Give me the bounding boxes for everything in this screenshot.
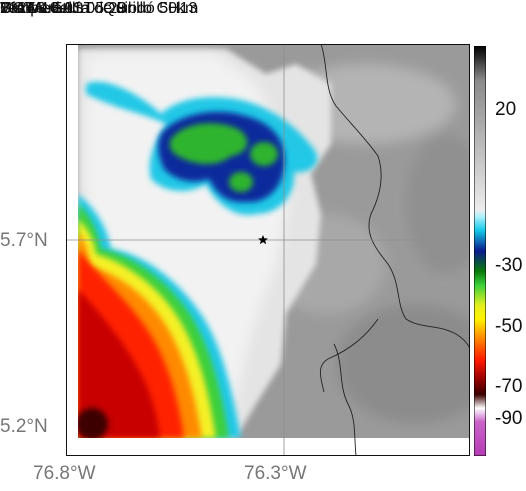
colorbar-label: 20 — [495, 99, 517, 120]
lat-tick-label: 5.7°N — [0, 230, 48, 251]
satellite-title: GOES-EAST — [0, 0, 94, 17]
brightness-temperature-map[interactable] — [66, 44, 470, 456]
colorbar-label: -70 — [495, 376, 523, 397]
lat-tick-label: 5.2°N — [0, 416, 48, 437]
map-frame — [66, 44, 470, 456]
no-data-bottom — [66, 438, 470, 456]
cloud-green-core-1 — [169, 123, 248, 164]
department-border-2 — [319, 318, 379, 393]
datetime-label: 2024-10-01 05:29 — [0, 0, 127, 17]
colorbar-label: -30 — [495, 255, 523, 276]
lon-tick-label: 76.3°W — [244, 463, 307, 484]
lon-tick-label: 76.8°W — [33, 463, 96, 484]
cold-west-darkred — [78, 289, 160, 438]
colorbar — [474, 46, 486, 456]
cloud-green-core-2 — [250, 142, 278, 166]
cold-west-coldest — [76, 408, 108, 440]
star-icon — [258, 235, 268, 245]
location-label: Vía Medellín - Quibdó 50km — [0, 0, 199, 17]
colorbar-label: -50 — [495, 316, 523, 337]
colorbar-label: -90 — [495, 408, 523, 429]
organization-label: SIATA — [0, 0, 44, 17]
cloud-green-core-3 — [229, 172, 253, 192]
product-title: Temperatura de Brillo CH13 — [0, 0, 198, 17]
no-data-left — [66, 44, 78, 456]
department-border — [320, 44, 470, 350]
department-border-3 — [333, 343, 357, 456]
